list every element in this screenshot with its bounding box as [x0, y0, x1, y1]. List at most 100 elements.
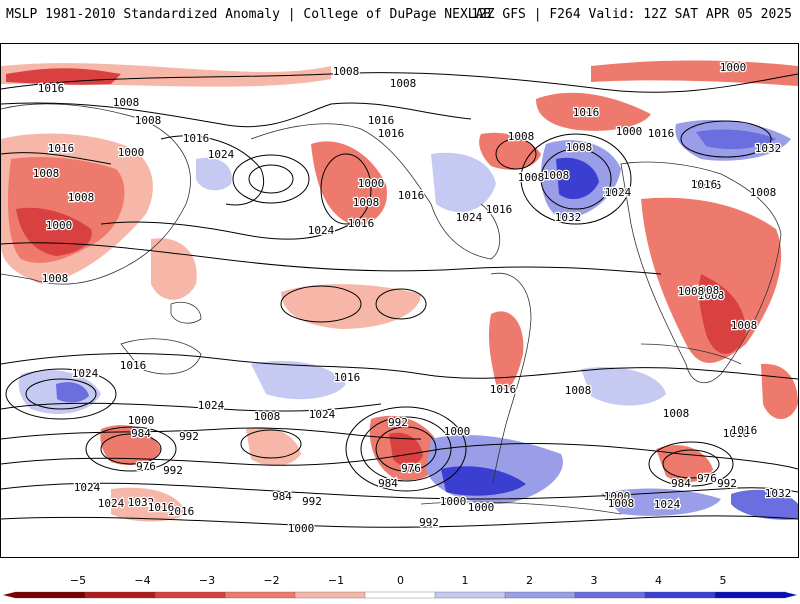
contour-label: 1000: [358, 177, 385, 190]
contour-label: 984: [671, 477, 691, 490]
contour-label: 1024: [309, 408, 336, 421]
map-panel: 1000 1008 1016 1008 1008 1008 1016 1016 1024 1000…: [0, 43, 799, 558]
contour-label: 1008: [543, 169, 570, 182]
contour-label: 1016: [648, 127, 675, 140]
colorbar-segment: [294, 591, 366, 599]
contour-label: 1024: [308, 224, 335, 237]
contour-label: 1024: [603, 186, 630, 199]
colorbar-tick-label: 1: [461, 574, 469, 587]
colorbar-segments: [3, 591, 797, 599]
contour-label: 992: [388, 416, 408, 429]
contour-label: 1008: [750, 186, 777, 199]
contour-label: 1016: [38, 82, 65, 95]
contour-label: 1032: [755, 142, 782, 155]
contour-label: 1024: [72, 367, 99, 380]
contour-label: 1000: [46, 219, 73, 232]
contour-label: 1000: [128, 414, 155, 427]
contour-label: 1016: [148, 501, 175, 514]
colorbar-segment: [84, 591, 156, 599]
contour-label: 1008: [566, 141, 593, 154]
map-title: MSLP 1981-2010 Standardized Anomaly | Co…: [6, 7, 492, 22]
contour-label: 1016: [348, 217, 375, 230]
contour-label: 1000: [616, 125, 643, 138]
contour-label: 1016: [120, 359, 147, 372]
contour-label: 1016: [723, 427, 750, 440]
contour-label: 992: [163, 464, 183, 477]
contour-label: 1016: [486, 203, 513, 216]
colorbar-tick-label: 3: [590, 574, 598, 587]
contour-label: 1032: [555, 211, 582, 224]
contour-label: 1000: [440, 495, 467, 508]
contour-label: 1024: [605, 186, 632, 199]
contour-label: 1008: [608, 497, 635, 510]
contour-label: 992: [302, 495, 322, 508]
contour-label: 1000: [118, 146, 145, 159]
contour-label: 1024: [654, 498, 681, 511]
contour-label: 992: [179, 430, 199, 443]
contour-label: 1016: [334, 371, 361, 384]
contour-label: 1032: [765, 487, 792, 500]
run-info: 12Z GFS | F264 Valid: 12Z SAT APR 05 202…: [471, 7, 792, 22]
colorbar-tick-label: −2: [263, 574, 280, 587]
contour-label: 1008: [678, 285, 705, 298]
contour-label: 984: [378, 477, 398, 490]
contour-label: 1008: [68, 191, 95, 204]
contour-label: 976: [697, 472, 717, 485]
colorbar-segment: [224, 591, 296, 599]
colorbar-tick-label: −5: [69, 574, 87, 587]
contour-label: 1008: [33, 167, 60, 180]
contour-label: 1016: [691, 178, 718, 191]
contour-label: 976: [136, 460, 156, 473]
contour-label: 1016: [183, 132, 210, 145]
contour-label: 1024: [98, 497, 125, 510]
contour-label: 1008: [518, 171, 545, 184]
colorbar-tick-label: −4: [134, 574, 151, 587]
contour-label: 1008: [390, 77, 417, 90]
colorbar-tick-label: −3: [198, 574, 216, 587]
contour-label: 1016: [490, 383, 517, 396]
contour-label: 1008: [698, 289, 725, 302]
contour-label: 1008: [731, 319, 758, 332]
contour-label: 1016: [168, 505, 195, 518]
contour-label: 1008: [565, 384, 592, 397]
colorbar-tick-label: 2: [526, 574, 533, 587]
contour-label: 1024: [456, 211, 483, 224]
colorbar-segment: [714, 591, 786, 599]
contour-label: 984: [272, 490, 292, 503]
contour-label: 1016: [48, 142, 75, 155]
coastlines: [1, 103, 782, 515]
contour-label: 1008: [254, 410, 281, 423]
contour-label: 1008: [333, 65, 360, 78]
contour-label: 1016: [398, 189, 425, 202]
colorbar-segment: [434, 591, 506, 599]
contour-label: 992: [717, 477, 737, 490]
contour-label: 976: [401, 462, 421, 475]
contour-label: 1024: [198, 399, 225, 412]
contour-label: 1008: [135, 114, 162, 127]
contour-label: 1016: [731, 424, 758, 437]
contour-label: 1024: [208, 148, 235, 161]
colorbar-segment: [574, 591, 646, 599]
colorbar-tick-label: 4: [655, 574, 662, 587]
colorbar-arrow-left: [3, 592, 15, 598]
contour-label: 1008: [113, 96, 140, 109]
colorbar-arrow-right: [785, 592, 797, 598]
contour-label: 1008: [693, 284, 720, 297]
isobar-contours: [1, 72, 798, 528]
colorbar-segment: [14, 591, 86, 599]
colorbar-segment: [154, 591, 226, 599]
colorbar-segment: [644, 591, 716, 599]
colorbar-segment: [504, 591, 576, 599]
contour-label: 1016: [695, 179, 722, 192]
contour-label: 1032: [128, 496, 155, 509]
contour-label: 1008: [508, 130, 535, 143]
contour-label: 1000: [604, 490, 631, 503]
contour-label: 1016: [368, 114, 395, 127]
colorbar-tick-label: 5: [719, 574, 727, 587]
contour-label: 992: [419, 516, 439, 529]
contour-label: 1008: [68, 191, 95, 204]
colorbar-tick-label: −1: [327, 574, 345, 587]
contour-label: 1008: [663, 407, 690, 420]
contour-label: 1000: [288, 522, 315, 535]
